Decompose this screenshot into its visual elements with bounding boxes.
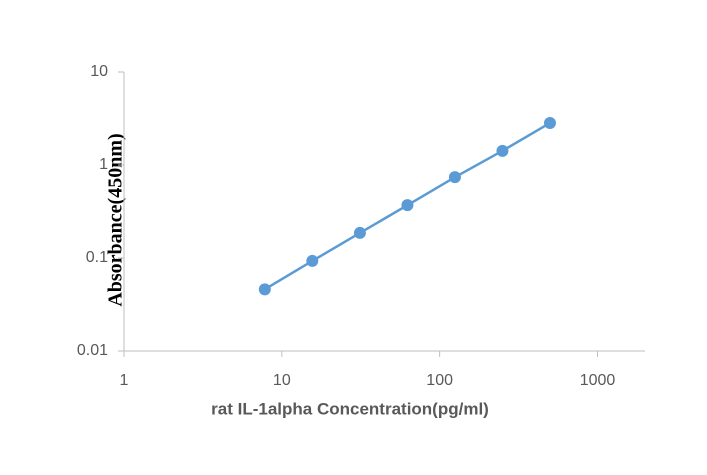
data-point	[496, 144, 509, 157]
data-point	[306, 254, 319, 267]
x-tick-label: 100	[426, 372, 453, 389]
data-point	[401, 199, 414, 212]
y-tick-label: 1	[99, 156, 108, 173]
y-tick-label: 0.01	[77, 342, 108, 359]
data-point	[258, 283, 271, 296]
data-point	[543, 116, 556, 129]
x-tick-label: 1	[120, 372, 129, 389]
data-point	[448, 171, 461, 184]
data-point	[353, 226, 366, 239]
y-tick-label: 10	[90, 63, 108, 80]
x-tick-label: 1000	[580, 372, 616, 389]
y-tick-label: 0.1	[86, 249, 108, 266]
x-axis-label: rat IL-1alpha Concentration(pg/ml)	[211, 399, 489, 418]
x-tick-label: 10	[273, 372, 291, 389]
y-axis-label: Absorbance(450nm)	[105, 133, 127, 306]
